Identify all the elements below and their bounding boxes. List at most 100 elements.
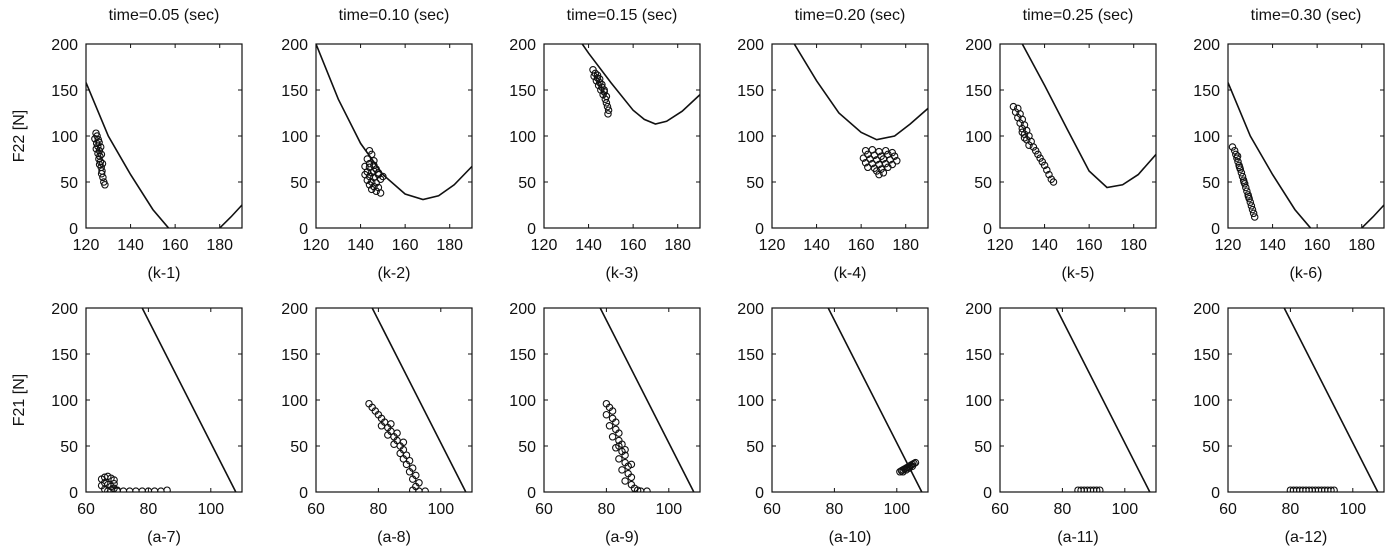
- y-tick-label: 0: [983, 221, 992, 238]
- y-tick-label: 100: [281, 393, 308, 410]
- y-tick-label: 0: [299, 221, 308, 238]
- data-point: [1232, 150, 1240, 159]
- x-tick-label: 120: [1215, 237, 1242, 254]
- data-point: [125, 487, 134, 492]
- y-tick-label: 100: [737, 393, 764, 410]
- data-point: [98, 159, 107, 168]
- data-point: [1240, 178, 1248, 186]
- y-tick-label: 100: [737, 129, 764, 146]
- data-point: [1092, 486, 1101, 492]
- data-point: [608, 407, 617, 415]
- axes-frame: [999, 307, 1157, 493]
- y-tick-label: 50: [746, 175, 764, 192]
- subplot-2-1: 0 50 100 150 200 60 80 100 (a-7): [51, 301, 243, 546]
- y-tick-label: 100: [1193, 393, 1220, 410]
- x-tick-label: 180: [1120, 237, 1147, 254]
- data-point: [387, 420, 395, 428]
- subplot-2-4: 0 50 100 150 200 60 80 100 (a-10): [737, 301, 929, 546]
- data-point: [101, 181, 109, 189]
- data-point: [627, 460, 636, 469]
- subplot-2-6: 0 50 100 150 200 60 80 100 (a-12): [1193, 301, 1385, 546]
- data-point: [1228, 143, 1237, 151]
- subplot-label: (a-11): [1057, 529, 1099, 546]
- data-point: [881, 146, 890, 155]
- y-tick-label: 0: [527, 485, 536, 502]
- data-point: [600, 86, 608, 94]
- y-tick-label: 150: [509, 83, 536, 100]
- axes-frame: [315, 43, 473, 229]
- data-point: [372, 187, 380, 195]
- y-tick-label: 50: [518, 175, 536, 192]
- x-tick-label: 80: [1054, 501, 1072, 518]
- x-tick-label: 100: [427, 501, 454, 518]
- subplot-label: (a-9): [605, 529, 639, 546]
- scatter-points: [1074, 486, 1104, 492]
- y-tick-label: 50: [290, 439, 308, 456]
- y-tick-label: 150: [1193, 347, 1220, 364]
- x-tick-label: 100: [1111, 501, 1138, 518]
- x-tick-label: 60: [1219, 501, 1237, 518]
- y-tick-label: 0: [1211, 221, 1220, 238]
- data-point: [1250, 213, 1259, 221]
- x-tick-label: 180: [664, 237, 691, 254]
- y-tick-label: 100: [281, 129, 308, 146]
- data-point: [621, 451, 629, 459]
- x-tick-label: 160: [848, 237, 875, 254]
- y-tick-label: 50: [1202, 439, 1220, 456]
- y-axis-label: F21 [N]: [11, 374, 28, 426]
- y-tick-label: 150: [965, 83, 992, 100]
- boundary-curve: [1021, 44, 1156, 189]
- data-point: [643, 487, 651, 492]
- x-tick-label: 180: [1348, 237, 1375, 254]
- scatter-points: [896, 458, 920, 476]
- data-point: [615, 429, 623, 437]
- axes-frame: [1227, 307, 1385, 493]
- data-point: [605, 422, 614, 430]
- data-point: [405, 468, 414, 476]
- boundary-curve: [827, 308, 923, 492]
- data-point: [608, 433, 617, 441]
- scatter-points: [1286, 486, 1338, 492]
- y-tick-label: 50: [290, 175, 308, 192]
- x-tick-label: 120: [303, 237, 330, 254]
- y-tick-label: 100: [509, 129, 536, 146]
- data-point: [1031, 146, 1040, 155]
- y-tick-label: 200: [1193, 301, 1220, 318]
- boundary-curve: [793, 44, 928, 141]
- y-tick-label: 150: [737, 347, 764, 364]
- data-point: [604, 110, 612, 118]
- subplot-2-2: 0 50 100 150 200 60 80 100 (a-8): [281, 301, 473, 546]
- data-point: [415, 487, 423, 492]
- y-tick-label: 100: [509, 393, 536, 410]
- x-tick-label: 160: [620, 237, 647, 254]
- data-point: [1247, 202, 1256, 210]
- subplot-1-6: 0 50 100 150 200 120 140 160 180 time=0.30 (sec) (…: [1193, 7, 1385, 282]
- y-tick-label: 150: [281, 347, 308, 364]
- data-point: [618, 466, 626, 474]
- data-point: [612, 418, 620, 426]
- data-point: [890, 152, 899, 160]
- data-point: [1025, 141, 1033, 149]
- axes-frame: [85, 43, 243, 229]
- y-tick-label: 0: [299, 485, 308, 502]
- data-point: [602, 410, 611, 419]
- data-point: [1327, 486, 1335, 492]
- x-tick-label: 100: [655, 501, 682, 518]
- data-point: [1045, 170, 1053, 179]
- data-point: [372, 179, 380, 187]
- y-tick-label: 150: [51, 347, 78, 364]
- x-tick-label: 160: [392, 237, 419, 254]
- boundary-curve: [1228, 82, 1384, 228]
- y-tick-label: 200: [737, 301, 764, 318]
- y-tick-label: 150: [1193, 83, 1220, 100]
- subplot-2-3: 0 50 100 150 200 60 80 100 (a-9): [509, 301, 701, 546]
- data-point: [97, 481, 106, 490]
- y-tick-label: 0: [69, 221, 78, 238]
- axes-frame: [771, 43, 929, 229]
- y-tick-label: 150: [965, 347, 992, 364]
- data-point: [1034, 150, 1042, 159]
- x-tick-label: 120: [987, 237, 1014, 254]
- x-tick-label: 140: [347, 237, 374, 254]
- y-tick-label: 100: [1193, 129, 1220, 146]
